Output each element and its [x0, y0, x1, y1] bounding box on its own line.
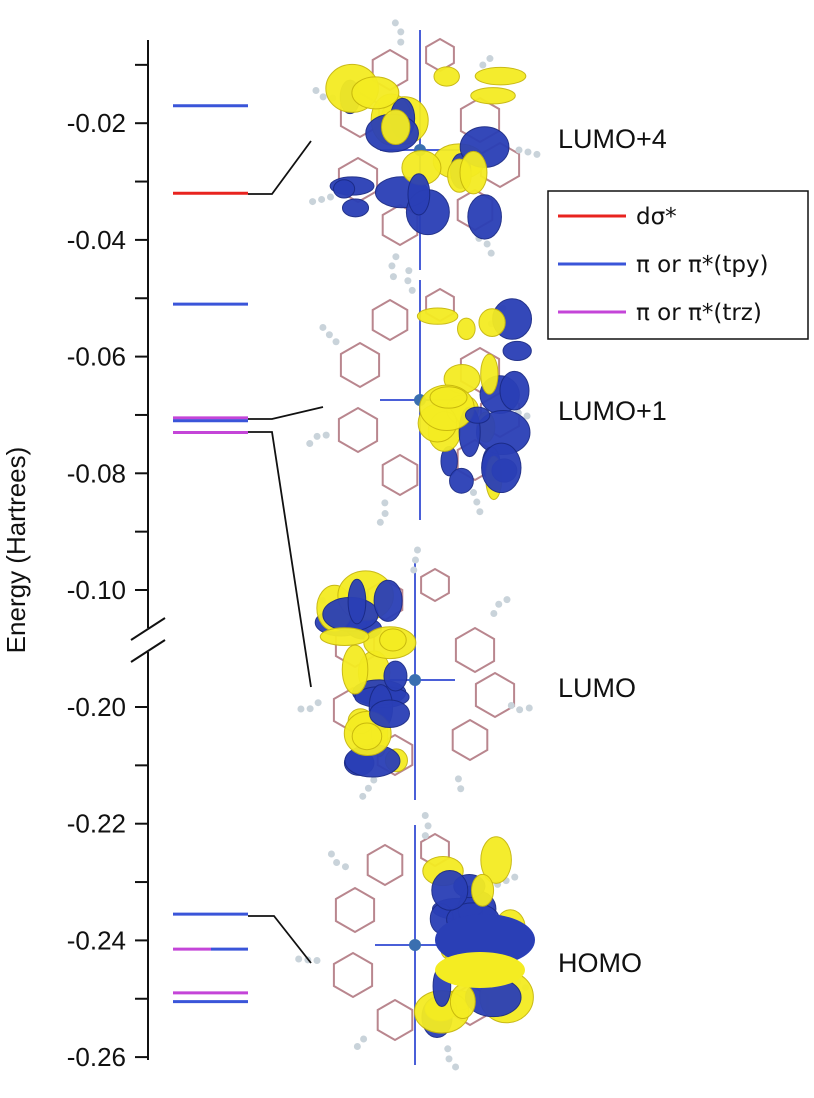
tick-label: -0.08	[67, 458, 126, 488]
legend-label: π or π*(trz)	[636, 300, 762, 326]
orbital-label: LUMO+1	[558, 396, 667, 426]
orbital-connector-line	[248, 140, 312, 195]
tick-label: -0.06	[67, 342, 126, 372]
tick-label: -0.02	[67, 108, 126, 138]
orbital-connector-line	[248, 431, 312, 688]
tick-label: -0.20	[67, 692, 126, 722]
orbital-labels: LUMO+4 LUMO+1 LUMO HOMO	[558, 124, 667, 978]
orbital-connector-line	[248, 406, 324, 420]
tick-label: -0.22	[67, 809, 126, 839]
legend: dσ* π or π*(tpy) π or π*(trz)	[547, 190, 809, 340]
orbital-label: LUMO	[558, 673, 636, 703]
y-axis-title: Energy (Hartrees)	[1, 447, 31, 654]
energy-levels	[173, 104, 248, 1004]
molecular-orbital-image	[297, 546, 533, 800]
tick-label: -0.26	[67, 1042, 126, 1072]
orbital-label: HOMO	[558, 948, 642, 978]
legend-label: dσ*	[636, 204, 677, 230]
molecular-orbital-image	[295, 811, 535, 1071]
tick-label: -0.24	[67, 925, 126, 955]
orbital-connector-line	[248, 915, 312, 964]
tick-label: -0.04	[67, 225, 126, 255]
legend-label: π or π*(tpy)	[636, 252, 769, 278]
orbital-connectors	[248, 140, 324, 964]
y-axis: -0.26 -0.24 -0.22 -0.20 -0.10 -0.08 -0.06 -0.04…	[67, 40, 166, 1072]
molecular-orbital-image	[306, 267, 533, 526]
tick-label: -0.10	[67, 575, 126, 605]
axis-break-mark	[130, 639, 166, 663]
axis-break-mark	[130, 617, 166, 641]
molecular-orbital-image	[309, 19, 541, 281]
orbital-label: LUMO+4	[558, 124, 667, 154]
orbital-images	[295, 19, 541, 1071]
